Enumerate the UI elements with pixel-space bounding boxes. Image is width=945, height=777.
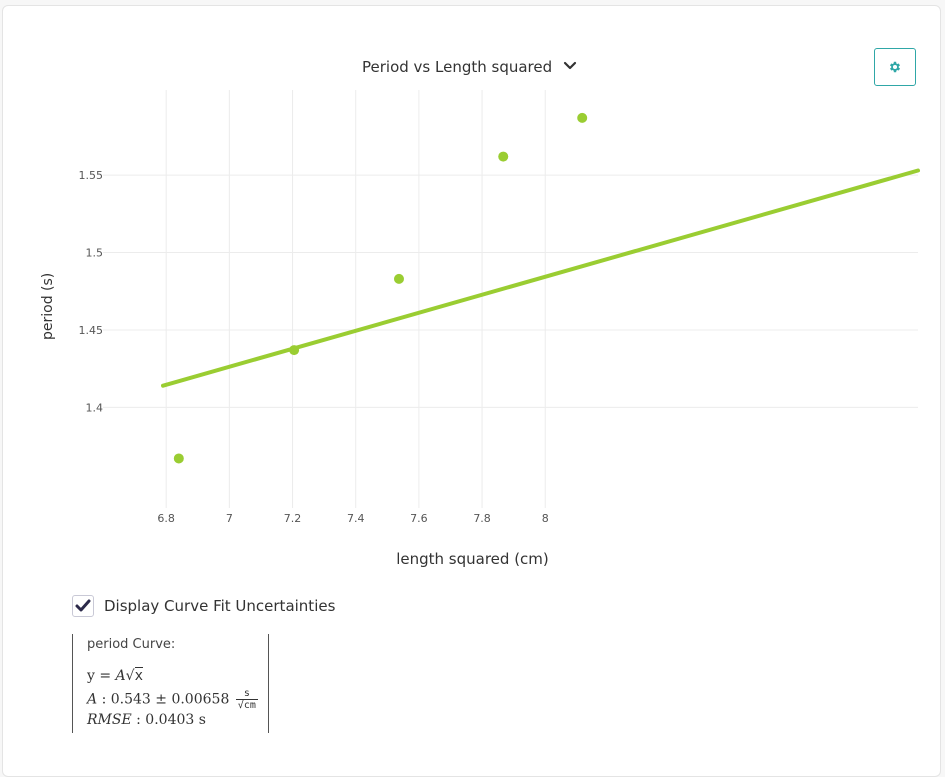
checkbox[interactable] — [72, 595, 94, 617]
data-point[interactable] — [577, 112, 588, 123]
grid — [103, 90, 918, 508]
sqrt-symbol: √ — [125, 668, 135, 684]
param-unit-num: s — [235, 688, 258, 700]
fit-line — [161, 168, 920, 388]
gear-icon — [889, 61, 901, 73]
fit-equation: y = A√x — [87, 667, 144, 684]
display-uncertainties-toggle[interactable]: Display Curve Fit Uncertainties — [72, 595, 335, 617]
x-tick-label: 7.4 — [347, 512, 365, 525]
x-axis-label: length squared (cm) — [396, 550, 549, 568]
y-axis-label: period (s) — [40, 272, 56, 340]
x-tick-label: 7.2 — [284, 512, 302, 525]
x-tick-label: 6.8 — [157, 512, 175, 525]
equation-param: A — [115, 668, 126, 684]
y-tick-label: 1.4 — [86, 401, 104, 414]
param-unit: s √cm — [235, 688, 258, 711]
points-layer — [173, 112, 588, 464]
rmse-name: RMSE — [87, 712, 132, 728]
param-unit-den-wrap: √cm — [237, 699, 256, 711]
param-unit-den: cm — [243, 699, 256, 711]
x-tick-label: 7.8 — [473, 512, 491, 525]
y-tick-label: 1.55 — [79, 169, 104, 182]
x-tick-label: 8 — [542, 512, 549, 525]
fit-title: period Curve: — [87, 637, 176, 652]
tick-labels: 6.8 7 7.2 7.4 7.6 7.8 8 1.4 1.45 1.5 1.55 — [79, 169, 549, 525]
checkmark-icon — [75, 599, 91, 612]
data-point[interactable] — [289, 345, 300, 356]
settings-button[interactable] — [874, 48, 916, 86]
rmse-value: : 0.0403 s — [131, 712, 206, 728]
chart-title[interactable]: Period vs Length squared — [362, 58, 553, 76]
param-value: : 0.543 ± 0.00658 — [97, 691, 234, 708]
fit-line-layer — [161, 168, 920, 388]
data-point[interactable] — [393, 273, 404, 284]
scatter-chart: 6.8 7 7.2 7.4 7.6 7.8 8 1.4 1.45 1.5 1.55 — [79, 90, 920, 525]
checkbox-label: Display Curve Fit Uncertainties — [104, 597, 336, 615]
equation-var: x — [134, 667, 144, 684]
fit-rmse: RMSE : 0.0403 s — [87, 712, 206, 728]
curve-fit-summary: period Curve: y = A√x A : 0.543 ± 0.0065… — [72, 634, 269, 733]
x-tick-label: 7 — [226, 512, 233, 525]
data-point[interactable] — [173, 453, 184, 464]
y-tick-label: 1.5 — [86, 247, 104, 260]
fit-parameter: A : 0.543 ± 0.00658 s √cm — [87, 688, 258, 711]
chart-card — [2, 5, 941, 777]
y-tick-label: 1.45 — [79, 324, 104, 337]
data-point[interactable] — [498, 151, 509, 162]
equation-lhs: y = — [87, 668, 116, 684]
chevron-down-icon[interactable] — [562, 58, 578, 74]
param-name: A — [87, 691, 98, 708]
x-tick-label: 7.6 — [410, 512, 428, 525]
